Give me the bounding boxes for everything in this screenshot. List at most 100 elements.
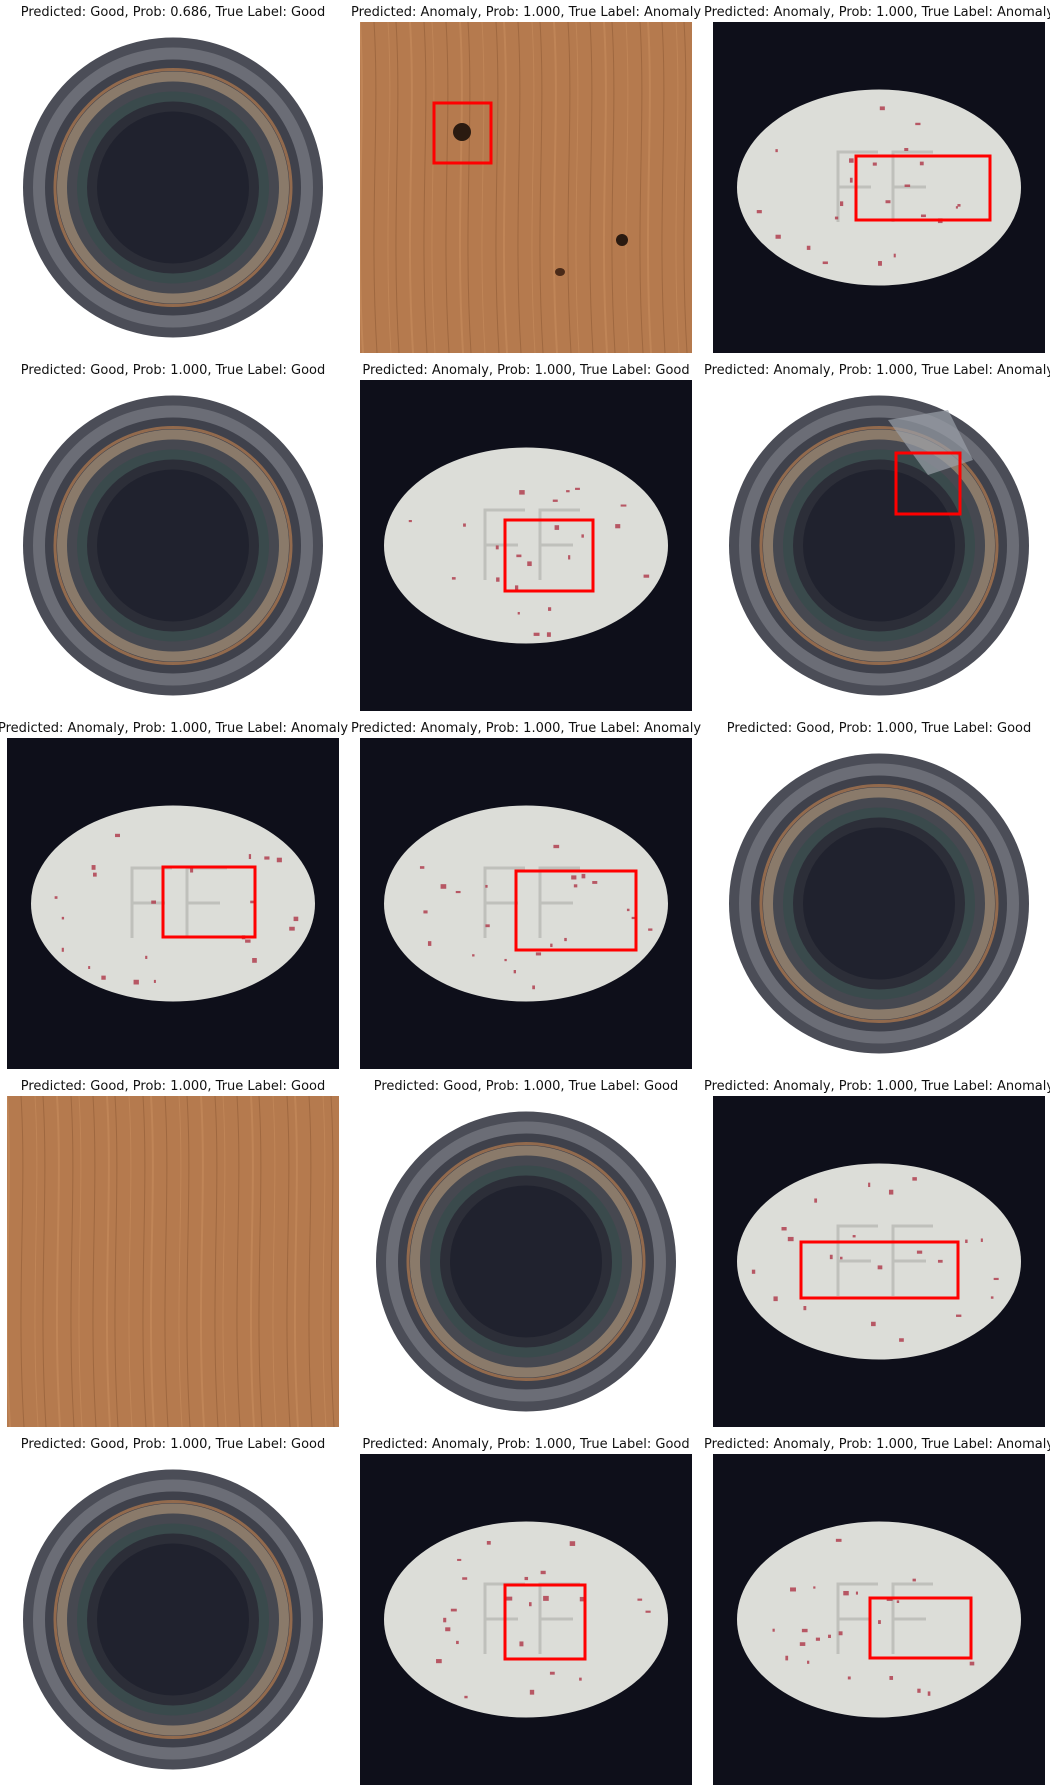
pill-speckle <box>813 1586 816 1589</box>
pill-speckle <box>472 954 475 957</box>
pill-image <box>7 738 339 1069</box>
result-panel: Predicted: Good, Prob: 1.000, True Label… <box>713 716 1045 1074</box>
pill-image <box>360 1454 692 1785</box>
wood-grain <box>128 1096 133 1427</box>
wood-grain <box>214 1096 219 1427</box>
pill-speckle <box>814 1198 818 1203</box>
pill-speckle <box>886 1598 893 1601</box>
bottle-image <box>7 22 339 353</box>
wood-image <box>7 1096 339 1427</box>
pill-speckle <box>956 1314 962 1317</box>
panel-caption: Predicted: Good, Prob: 0.686, True Label… <box>20 5 326 20</box>
bottle-ring <box>97 111 249 264</box>
pill-speckle <box>920 214 926 218</box>
wood-grain <box>78 1096 83 1427</box>
anomaly-box <box>854 154 992 222</box>
wood-grain <box>186 1096 191 1427</box>
pill-body <box>737 1163 1021 1360</box>
pill-speckle <box>451 577 456 580</box>
pill-speckle <box>519 490 525 495</box>
pill-speckle <box>581 873 586 879</box>
wood-grain <box>575 22 580 353</box>
pill-speckle <box>878 1620 881 1624</box>
result-panel: Predicted: Anomaly, Prob: 1.000, True La… <box>704 1074 1050 1432</box>
pill-speckle <box>486 1540 491 1545</box>
pill-speckle <box>904 147 909 151</box>
pill-speckle <box>899 1338 904 1342</box>
wood-grain <box>272 1096 277 1427</box>
result-panel: Predicted: Anomaly, Prob: 1.000, True La… <box>704 1432 1050 1790</box>
anomaly-box <box>432 101 493 165</box>
pill-speckle <box>504 958 507 962</box>
bottle-broken-shard <box>888 410 973 475</box>
pill-speckle <box>916 1250 923 1254</box>
pill-speckle <box>799 1642 806 1646</box>
panel-image <box>7 1454 339 1785</box>
pill-speckle <box>443 1617 447 1623</box>
pill-speckle <box>772 1628 775 1632</box>
pill-speckle <box>648 928 653 931</box>
pill-speckle <box>631 916 635 920</box>
wood-grain <box>55 1096 61 1427</box>
pill-image <box>713 1096 1045 1427</box>
pill-speckle <box>91 865 96 870</box>
pill-speckle <box>927 1691 931 1696</box>
pill-speckle <box>550 943 553 948</box>
pill-speckle <box>835 1538 842 1542</box>
pill-speckle <box>61 916 65 920</box>
pill-speckle <box>519 1641 524 1647</box>
panel-image <box>360 22 692 353</box>
panel-image <box>713 738 1045 1069</box>
pill-speckle <box>88 966 91 969</box>
pill-speckle <box>289 926 295 931</box>
pill-body <box>384 805 668 1002</box>
result-panel: Predicted: Good, Prob: 1.000, True Label… <box>360 1074 692 1432</box>
pill-speckle <box>915 122 921 126</box>
pill-speckle <box>524 1576 529 1581</box>
wood-grain <box>92 1096 97 1427</box>
panel-caption: Predicted: Good, Prob: 1.000, True Label… <box>20 1437 326 1452</box>
pill-speckle <box>462 1577 468 1580</box>
pill-speckle <box>549 1671 555 1675</box>
pill-speckle <box>838 1631 843 1636</box>
panel-image <box>360 1454 692 1785</box>
panel-caption: Predicted: Anomaly, Prob: 1.000, True La… <box>703 363 1050 378</box>
wood-hole <box>453 123 471 141</box>
pill-speckle <box>889 1676 894 1680</box>
wood-grain <box>70 1096 75 1427</box>
pill-body <box>737 89 1021 286</box>
pill-speckle <box>756 210 762 214</box>
panel-image <box>713 1096 1045 1427</box>
pill-speckle <box>807 1660 810 1664</box>
wood-grain <box>481 22 486 353</box>
pill-image <box>360 380 692 711</box>
wood-grain <box>114 1096 119 1427</box>
pill-speckle <box>575 487 580 490</box>
panel-caption: Predicted: Anomaly, Prob: 1.000, True La… <box>350 721 702 736</box>
pill-speckle <box>815 1637 820 1641</box>
panel-image <box>7 1096 339 1427</box>
pill-speckle <box>533 632 540 636</box>
pill-speckle <box>463 523 466 527</box>
pill-emboss <box>836 1582 933 1654</box>
pill-speckle <box>440 884 447 889</box>
pill-speckle <box>806 245 811 250</box>
result-panel: Predicted: Good, Prob: 1.000, True Label… <box>7 1432 339 1790</box>
pill-speckle <box>781 1226 787 1231</box>
pill-speckle <box>564 937 567 942</box>
pill-speckle <box>965 1239 968 1244</box>
pill-speckle <box>839 201 844 207</box>
pill-speckle <box>775 149 778 153</box>
wood-grain <box>408 22 414 353</box>
pill-speckle <box>423 910 428 914</box>
pill-speckle <box>829 1254 833 1260</box>
pill-speckle <box>540 1570 546 1575</box>
pill-image <box>713 22 1045 353</box>
panel-caption: Predicted: Anomaly, Prob: 1.000, True La… <box>703 1079 1050 1094</box>
wood-grain <box>395 22 400 353</box>
pill-speckle <box>849 158 854 163</box>
pill-speckle <box>855 1591 858 1595</box>
pill-speckle <box>573 884 578 888</box>
pill-body <box>384 1521 668 1718</box>
